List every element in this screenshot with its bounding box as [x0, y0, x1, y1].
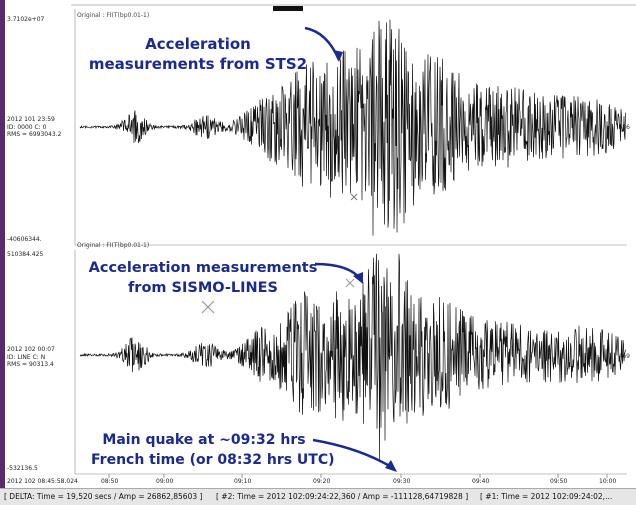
time-tick-label-4: 09:30 — [393, 478, 411, 485]
panel1-info: 2012 101 23:59 ID: 0000 C: 0 RMS = 69930… — [7, 116, 61, 139]
window-left-border — [0, 0, 5, 504]
panel1-channel-title: Original : FI(T(bp0.01-1) — [77, 12, 150, 19]
annotation-sismo-lines: Acceleration measurements from SISMO-LIN… — [83, 258, 323, 298]
panel1-ymin-label: -40606344. — [7, 236, 42, 243]
time-tick-label-7: 10:00 — [599, 478, 617, 485]
time-tick-label-3: 09:20 — [313, 478, 331, 485]
top-time-ruler[interactable] — [5, 0, 636, 11]
annotation-sts2-line1: Acceleration — [145, 35, 251, 53]
panel1-pick-marker[interactable] — [350, 193, 358, 201]
panel1-info-rms: RMS = 6993043.2 — [7, 131, 62, 138]
time-axis-ticks — [108, 474, 608, 478]
status-delta: [ DELTA: Time = 19,520 secs / Amp = 2686… — [4, 492, 203, 501]
panel2-pick-marker-a[interactable] — [201, 300, 215, 314]
panel2-pick-marker-b[interactable] — [345, 278, 355, 288]
time-axis-start-label: 2012 102 08:45:58.024 — [7, 478, 78, 485]
seismogram-viewer: 3.7102e+07 -40606344. Original : FI(T(bp… — [5, 0, 636, 504]
annotation-sismo-lines-line2: from SISMO-LINES — [127, 280, 279, 296]
main-quake-arrow-head — [385, 460, 397, 472]
panel2-info-rms: RMS = 90313.4 — [7, 361, 54, 368]
panel2-waveform-area[interactable] — [5, 250, 636, 482]
sts2-arrow-head — [333, 50, 343, 62]
panel2-waveform — [79, 253, 626, 460]
main-quake-arrow — [312, 438, 394, 470]
annotation-sts2: Acceleration measurements from STS2 — [83, 34, 313, 74]
trace-panel-sts2[interactable]: 3.7102e+07 -40606344. Original : FI(T(bp… — [5, 0, 636, 250]
status-bar: [ DELTA: Time = 19,520 secs / Amp = 2686… — [0, 488, 636, 505]
status-marker-2: [ #2: Time = 2012 102:09:24:22,360 / Amp… — [216, 492, 469, 501]
panel2-channel-title: Original : FI(T(bp0.01-1) — [77, 242, 150, 249]
annotation-main-quake: Main quake at ~09:32 hrs French time (or… — [91, 430, 335, 470]
ruler-selection-marker[interactable] — [273, 6, 303, 11]
time-tick-label-0: 08:50 — [101, 478, 119, 485]
sismo-lines-arrow-head — [353, 272, 363, 284]
panel1-ymax-label: 3.7102e+07 — [7, 16, 45, 23]
panel1-waveform — [79, 19, 626, 236]
annotation-sismo-lines-line1: Acceleration measurements — [88, 260, 318, 276]
panel2-ymin-label: -532136.5 — [7, 465, 38, 472]
panel1-info-date: 2012 101 23:59 — [7, 116, 55, 123]
panel2-info-date: 2012 102 00:07 — [7, 346, 55, 353]
time-tick-label-6: 09:50 — [550, 478, 568, 485]
panel1-info-id: ID: 0000 C: 0 — [7, 123, 47, 131]
time-tick-label-5: 09:40 — [472, 478, 490, 485]
panel2-ymax-label: 510384.425 — [7, 251, 44, 258]
trace-panel-sismo-lines[interactable]: 510384.425 -532136.5 Original : FI(T(bp0… — [5, 242, 636, 482]
panel2-info-id: ID: LINE C: N — [7, 353, 46, 361]
annotation-main-quake-line2: French time (or 08:32 hrs UTC) — [91, 452, 335, 468]
status-marker-1: [ #1: Time = 2012 102:09:24:02,... — [480, 492, 613, 501]
time-tick-label-2: 09:10 — [234, 478, 252, 485]
annotation-sts2-line2: measurements from STS2 — [88, 55, 308, 73]
panel1-waveform-area[interactable] — [5, 0, 636, 250]
time-axis-labels: 2012 102 08:45:58.024 08:50 09:00 09:10 09:… — [5, 478, 636, 488]
annotation-main-quake-line1: Main quake at ~09:32 hrs — [102, 432, 306, 448]
panel2-info: 2012 102 00:07 ID: LINE C: N RMS = 90313… — [7, 346, 55, 369]
time-tick-label-1: 09:00 — [156, 478, 174, 485]
